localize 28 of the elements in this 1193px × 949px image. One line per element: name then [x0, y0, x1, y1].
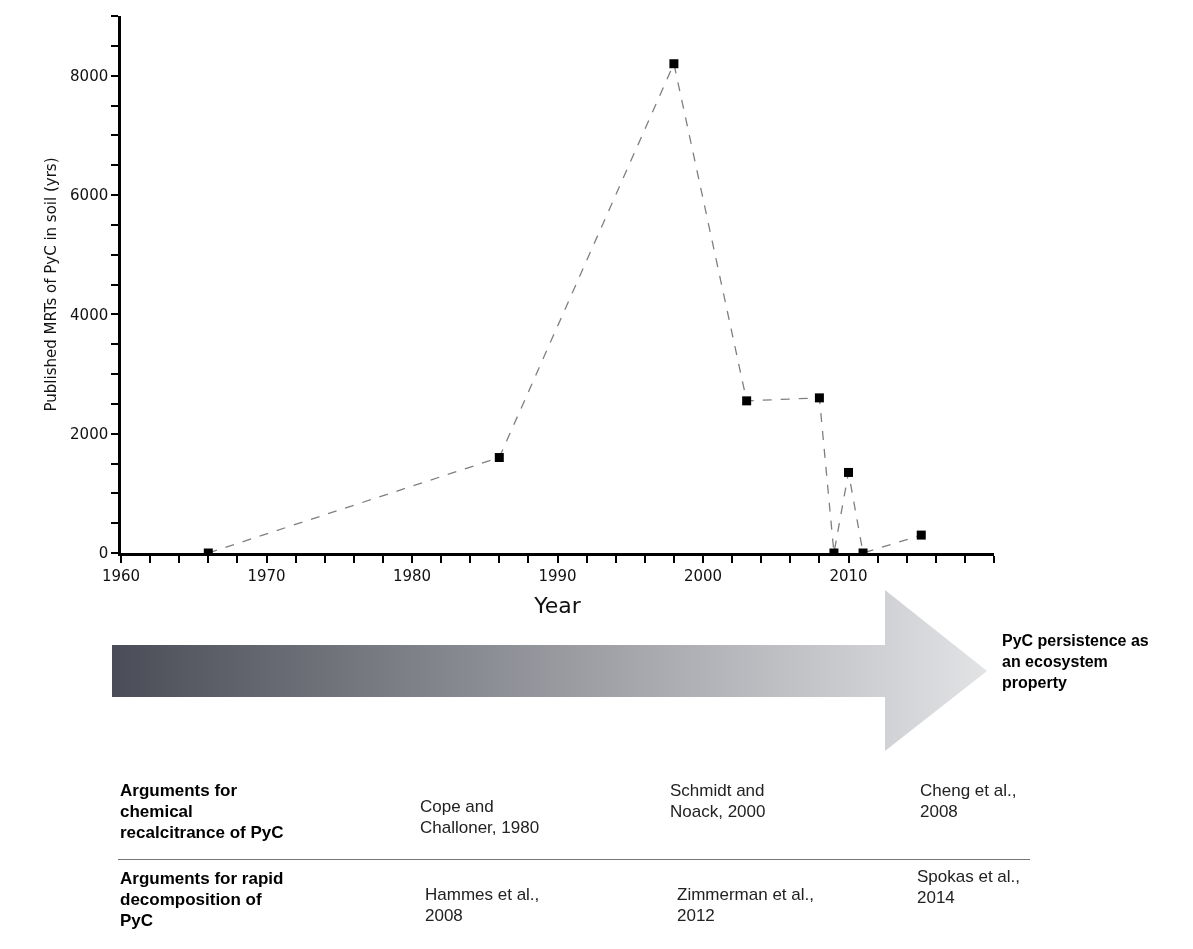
text: Cheng et al., 2008 [920, 780, 1018, 822]
text: Spokas et al., 2014 [917, 866, 1021, 908]
text: Hammes et al., 2008 [425, 884, 541, 926]
x-tick-label: 1980 [392, 566, 432, 585]
text: Cope and Challoner, 1980 [420, 796, 541, 838]
x-tick-label: 2000 [683, 566, 723, 585]
point [814, 393, 824, 403]
point [844, 467, 853, 477]
y-tick-label: 0 [98, 544, 109, 563]
y-tick-label: 6000 [70, 186, 109, 205]
text: Arguments for chemical recalcitrance of PyC [120, 780, 285, 843]
y-axis-title: Published MRTs of PyC in soil (yrs) [42, 157, 61, 412]
point [916, 530, 926, 540]
text: Zimmerman et al., 2012 [677, 884, 815, 926]
y-tick-label: 8000 [70, 66, 109, 85]
text: Arguments for rapid decomposition of PyC [120, 868, 285, 931]
x-axis-title: Year [533, 592, 582, 618]
y-tick-label: 4000 [70, 305, 109, 324]
point [669, 59, 679, 69]
point [494, 453, 504, 463]
x-tick-label: 2010 [829, 566, 868, 585]
point [742, 396, 752, 406]
x-tick-label: 1990 [538, 566, 577, 585]
text: PyC persistence as an ecosystem property [1002, 631, 1150, 693]
text: Schmidt and Noack, 2000 [670, 780, 767, 822]
y-tick-label: 2000 [70, 424, 109, 443]
x-tick-label: 1970 [247, 566, 286, 585]
x-tick-label: 1960 [101, 566, 141, 585]
